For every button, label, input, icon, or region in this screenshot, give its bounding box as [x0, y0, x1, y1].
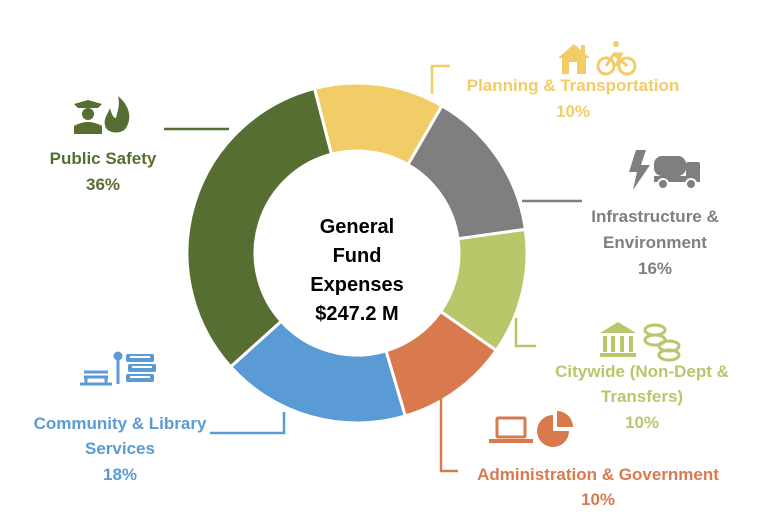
public-safety-label: Public Safety — [50, 149, 157, 168]
donut-slices — [185, 81, 529, 425]
label-community: Community & Library Services 18% — [34, 351, 207, 484]
planning-percent: 10% — [556, 102, 590, 121]
administration-label: Administration & Government — [477, 465, 719, 484]
coins-icon — [643, 323, 681, 362]
slice-public-safety — [185, 86, 334, 369]
leader-line-community — [210, 412, 286, 435]
bank-building-icon — [600, 322, 636, 357]
books-icon — [126, 354, 156, 382]
leader-line-planning — [430, 64, 450, 94]
label-public-safety: Public Safety 36% — [50, 96, 157, 194]
lightning-icon — [629, 150, 650, 190]
label-planning: Planning & Transportation 10% — [467, 41, 680, 121]
pie-chart-icon — [537, 411, 573, 447]
community-percent: 18% — [103, 465, 137, 484]
administration-percent: 10% — [581, 490, 615, 509]
center-label: General Fund Expenses $247.2 M — [310, 216, 403, 325]
public-safety-percent: 36% — [86, 175, 120, 194]
center-line-3: Expenses — [310, 274, 403, 296]
planning-label: Planning & Transportation — [467, 76, 680, 95]
citywide-label-line-1: Citywide (Non-Dept & — [555, 362, 729, 381]
house-icon — [558, 44, 590, 74]
infrastructure-label-line-2: Environment — [603, 233, 707, 252]
leader-lines — [164, 64, 582, 473]
bicycle-icon — [596, 41, 637, 76]
center-line-1: General — [320, 216, 394, 238]
community-label-line-1: Community & Library — [34, 414, 207, 433]
cement-truck-icon — [654, 156, 700, 190]
community-label-line-2: Services — [85, 439, 155, 458]
laptop-icon — [489, 416, 533, 443]
label-citywide: Citywide (Non-Dept & Transfers) 10% — [555, 322, 729, 432]
citywide-percent: 10% — [625, 413, 659, 432]
citywide-label-line-2: Transfers) — [601, 387, 683, 406]
leader-line-administration — [439, 383, 458, 473]
fire-icon — [104, 96, 130, 133]
label-administration: Administration & Government 10% — [477, 411, 719, 509]
center-line-4: $247.2 M — [315, 303, 398, 325]
leader-line-citywide — [514, 318, 536, 348]
police-officer-icon — [74, 100, 102, 134]
label-infrastructure: Infrastructure & Environment 16% — [591, 150, 719, 278]
center-line-2: Fund — [333, 245, 382, 267]
infrastructure-label-line-1: Infrastructure & — [591, 207, 719, 226]
park-bench-icon — [80, 351, 123, 386]
infrastructure-percent: 16% — [638, 259, 672, 278]
